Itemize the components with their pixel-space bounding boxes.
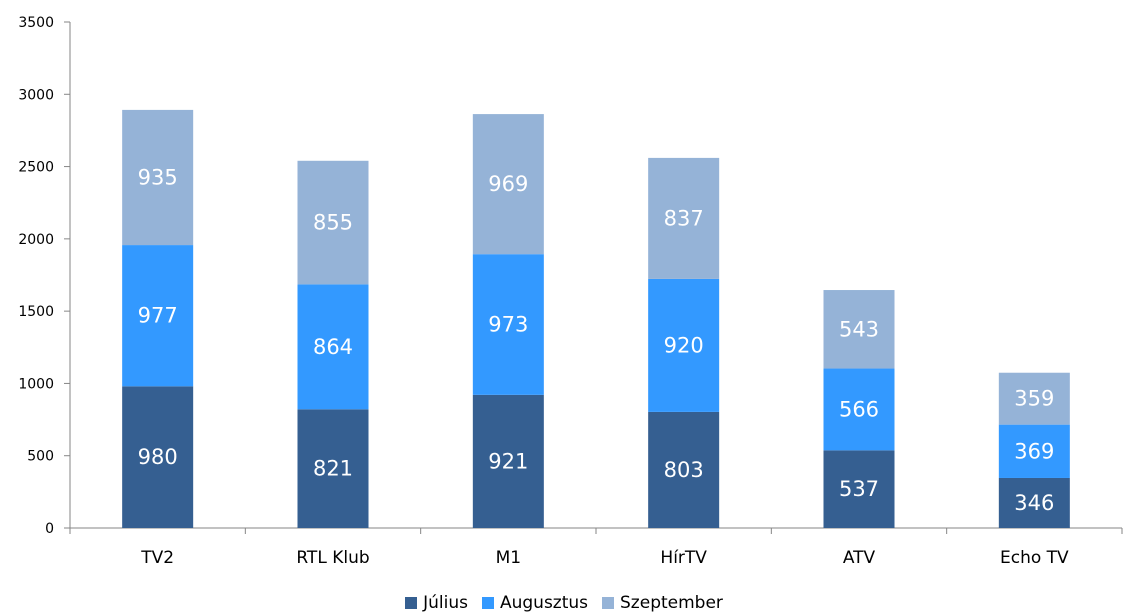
x-tick-label: M1: [496, 548, 521, 568]
data-label: 977: [138, 304, 178, 328]
bar-segment: [648, 411, 720, 528]
bar-segment: [998, 372, 1070, 425]
legend-item: Szeptember: [602, 593, 723, 613]
data-label: 803: [664, 458, 704, 482]
y-tick-label: 2000: [18, 232, 54, 248]
data-label: 359: [1014, 387, 1054, 411]
data-label: 920: [664, 333, 704, 357]
bar-segment: [472, 254, 544, 395]
y-tick-label: 500: [27, 449, 54, 465]
data-label: 973: [488, 313, 528, 337]
legend: Július Augusztus Szeptember: [0, 593, 1128, 613]
data-label: 837: [664, 206, 704, 230]
x-tick-label: HírTV: [660, 548, 707, 568]
legend-item: Július: [405, 593, 468, 613]
bar-segment: [648, 278, 720, 412]
bar-segment: [472, 394, 544, 528]
data-label: 921: [488, 449, 528, 473]
x-tick-label: Echo TV: [1000, 548, 1069, 568]
y-tick-label: 3500: [18, 15, 54, 31]
legend-item: Augusztus: [481, 593, 589, 613]
legend-label: Július: [423, 593, 468, 613]
data-label: 855: [313, 211, 353, 235]
y-axis: 0 500 1000 1500 2000 2500 3000 3500: [18, 15, 71, 537]
legend-label: Augusztus: [499, 593, 589, 613]
bar-segment: [297, 284, 369, 410]
data-label: 369: [1014, 439, 1054, 463]
data-label: 346: [1014, 491, 1054, 515]
bar-segment: [122, 245, 194, 387]
data-label: 537: [839, 477, 879, 501]
y-tick-label: 3000: [18, 87, 54, 103]
legend-label: Szeptember: [620, 593, 723, 613]
data-label: 864: [313, 335, 353, 359]
data-label: 980: [138, 445, 178, 469]
bars: 980 977 935 821 864 855 921 973 969 803 920 837 537 5…: [122, 109, 1070, 528]
bar-segment: [823, 450, 895, 528]
data-label: 969: [488, 172, 528, 196]
y-tick-label: 1500: [18, 304, 54, 320]
legend-swatch: [481, 597, 494, 609]
bar-segment: [472, 114, 544, 255]
data-label: 935: [138, 165, 178, 189]
bar-segment: [297, 409, 369, 528]
bar-segment: [648, 157, 720, 279]
data-label: 566: [839, 397, 879, 421]
x-tick-label: ATV: [843, 548, 876, 568]
bar-segment: [823, 290, 895, 369]
data-label: 821: [313, 457, 353, 481]
bar-segment: [297, 160, 369, 285]
x-axis: TV2 RTL Klub M1 HírTV ATV Echo TV: [69, 527, 1123, 568]
bar-segment: [998, 477, 1070, 528]
y-tick-label: 1000: [18, 376, 54, 392]
x-tick-label: RTL Klub: [296, 548, 369, 568]
x-tick-label: TV2: [140, 548, 174, 568]
y-tick-label: 0: [45, 521, 54, 537]
y-tick-label: 2500: [18, 160, 54, 176]
legend-swatch: [602, 597, 615, 609]
bar-segment: [122, 109, 194, 246]
data-label: 543: [839, 317, 879, 341]
bar-segment: [998, 424, 1070, 478]
bar-segment: [823, 368, 895, 451]
legend-swatch: [405, 597, 418, 609]
bar-segment: [122, 386, 194, 528]
